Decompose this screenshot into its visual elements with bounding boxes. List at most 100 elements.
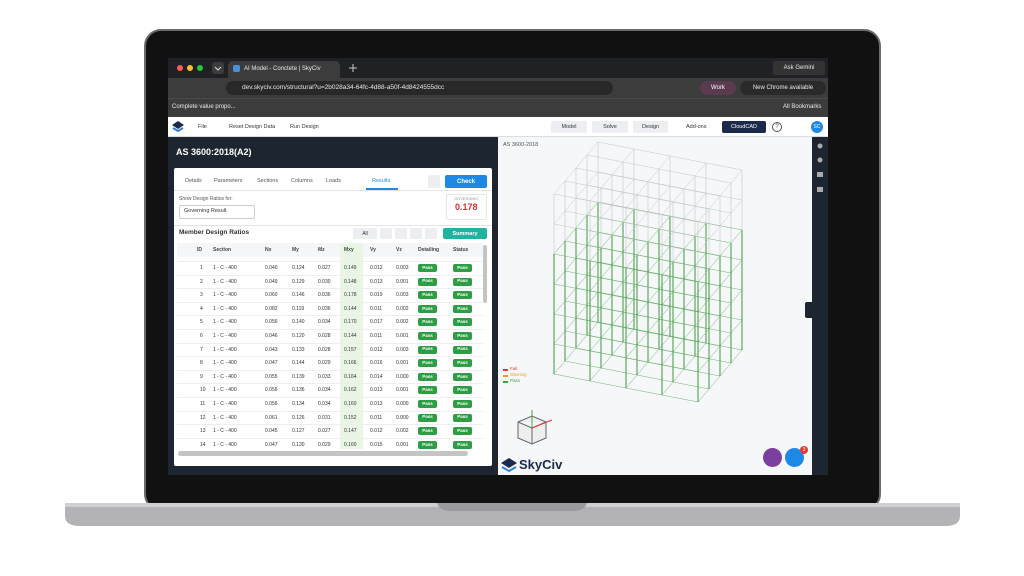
sidebar-icons	[817, 143, 823, 192]
frame-member	[633, 298, 671, 307]
report-button[interactable]	[428, 175, 440, 188]
icon-button[interactable]	[425, 228, 437, 239]
model-button[interactable]: Model	[551, 121, 587, 133]
filter-all[interactable]: All	[353, 228, 377, 239]
frame-member	[694, 342, 707, 357]
cloudcad-button[interactable]: CloudCAD	[722, 121, 766, 133]
design-button[interactable]: Design	[633, 121, 668, 133]
view-cube[interactable]	[512, 408, 556, 450]
solve-button[interactable]: Solve	[592, 121, 628, 133]
frame-member	[647, 318, 660, 333]
cell: 1 - C - 400	[213, 278, 237, 285]
icon-button[interactable]	[380, 228, 392, 239]
panel-tab[interactable]: Results	[372, 178, 391, 184]
chat-button[interactable]	[785, 448, 804, 467]
frame-member	[553, 253, 591, 262]
url: dev.skyciv.com/structural?u=2b028a34-64f…	[242, 84, 445, 91]
frame-member	[625, 387, 663, 396]
frame-member	[636, 301, 649, 316]
cell: 0.001	[396, 441, 409, 448]
pass-badge: Pass	[418, 400, 437, 408]
cell: 1 - C - 400	[213, 265, 237, 271]
cell: 0.133	[292, 346, 305, 353]
frame-member	[622, 208, 635, 223]
cell: 0.017	[370, 319, 383, 326]
cell: 0.140	[292, 319, 305, 326]
frame-member	[658, 185, 671, 200]
run-design[interactable]: Run Design	[290, 124, 319, 130]
frame-member	[661, 334, 699, 343]
icon-button[interactable]	[410, 228, 422, 239]
frame-member	[586, 334, 624, 343]
cell: 0.011	[370, 414, 383, 421]
cell: 0.029	[318, 360, 331, 367]
reset-design[interactable]: Reset Design Data	[229, 124, 276, 130]
panel-tab[interactable]: Details	[185, 178, 202, 184]
frame-member	[658, 318, 696, 327]
frame-member	[564, 287, 577, 302]
cell: 0.036	[318, 292, 331, 299]
cell: 0.002	[396, 428, 409, 435]
check-button[interactable]: Check	[445, 175, 487, 188]
frame-member	[658, 245, 671, 260]
frame-member	[622, 281, 660, 290]
frame-member	[694, 192, 707, 207]
frame-member	[658, 215, 671, 230]
panel-tab[interactable]: Loads	[326, 178, 341, 184]
file-menu[interactable]: File	[198, 124, 207, 130]
ask-gemini[interactable]: Ask Gemini	[773, 61, 825, 75]
ai-button[interactable]	[763, 448, 782, 467]
column-header: Mz	[318, 247, 325, 253]
row-divider	[177, 397, 483, 398]
frame-member	[625, 254, 638, 269]
result-select[interactable]	[179, 205, 255, 219]
cell: 0.043	[265, 346, 278, 353]
frame-member	[672, 351, 710, 360]
frame-member	[575, 317, 613, 326]
panel-tab[interactable]: Parameters	[214, 178, 243, 184]
expand-tab[interactable]	[805, 302, 812, 318]
cell: 0.013	[370, 278, 383, 285]
frame-member	[658, 228, 696, 237]
frame-member	[694, 175, 732, 184]
frame-member	[683, 248, 721, 257]
frame-member	[553, 270, 566, 285]
frame-member	[672, 381, 710, 390]
row-divider	[177, 329, 483, 330]
frame-member	[705, 162, 743, 171]
panel-tab[interactable]: Columns	[291, 178, 313, 184]
frame-member	[636, 284, 674, 293]
frame-member	[694, 325, 732, 334]
summary-button[interactable]: Summary	[443, 228, 487, 239]
frame-member	[633, 268, 671, 277]
frame-member	[622, 268, 635, 283]
active-tab[interactable]	[228, 61, 340, 78]
row-divider	[177, 315, 483, 317]
pass-badge: Pass	[453, 400, 472, 408]
user-avatar[interactable]: SC	[811, 121, 823, 133]
frame-member	[661, 304, 699, 313]
frame-member	[672, 201, 710, 210]
frame-member	[669, 275, 707, 284]
frame-member	[669, 215, 707, 224]
address-bar[interactable]	[226, 81, 613, 95]
cell: 0.126	[292, 414, 305, 421]
frame-member	[683, 295, 696, 310]
frame-member	[589, 230, 627, 239]
panel-tab[interactable]: Sections	[257, 178, 279, 184]
frame-member	[730, 349, 743, 364]
icon-button[interactable]	[395, 228, 407, 239]
frame-member	[705, 222, 743, 231]
bookmark[interactable]: Complete value propo...	[172, 104, 236, 110]
column-header: Nx	[265, 247, 272, 253]
help-button[interactable]: ?	[772, 122, 782, 132]
update-chip[interactable]: New Chrome available	[740, 81, 826, 95]
cell: 0.034	[318, 319, 331, 326]
all-bookmarks[interactable]: All Bookmarks	[783, 104, 822, 110]
frame-member	[611, 161, 624, 176]
addons-menu[interactable]: Add-ons	[686, 124, 707, 130]
profile[interactable]: Work	[700, 81, 736, 95]
cell: 0.130	[292, 441, 305, 448]
row-divider	[177, 369, 483, 371]
